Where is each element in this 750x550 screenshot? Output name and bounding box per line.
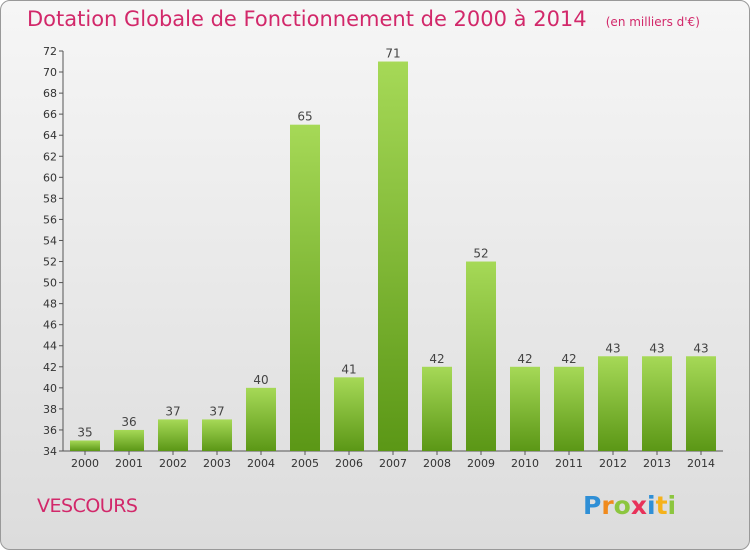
logo-letter: r — [601, 491, 614, 520]
data-label-2007: 71 — [385, 47, 400, 61]
data-label-2004: 40 — [253, 373, 268, 387]
y-tick-label: 62 — [43, 150, 57, 163]
chart-title: Dotation Globale de Fonctionnement de 20… — [27, 7, 587, 31]
x-tick-label: 2012 — [599, 457, 627, 470]
data-label-2014: 43 — [693, 341, 708, 355]
data-label-2000: 35 — [77, 425, 92, 439]
bars: 35 36 37 37 40 65 41 71 42 52 42 42 43 43 43 — [70, 47, 716, 452]
y-axis: 34 36 38 40 42 44 46 48 50 52 54 56 58 60 62 64 66 68 70 72 — [43, 45, 64, 458]
x-tick-label: 2010 — [511, 457, 539, 470]
x-tick-label: 2001 — [115, 457, 143, 470]
logo-letter: i — [667, 491, 677, 520]
y-tick-label: 58 — [43, 192, 57, 205]
y-tick-label: 36 — [43, 424, 57, 437]
bar-2002 — [158, 419, 188, 451]
logo-letter: x — [630, 491, 647, 520]
y-tick-label: 46 — [43, 319, 57, 332]
y-tick-label: 44 — [43, 340, 57, 353]
commune-name: VESCOURS — [37, 495, 138, 517]
bar-2003 — [202, 419, 232, 451]
y-tick-label: 34 — [43, 445, 57, 458]
x-tick-label: 2007 — [379, 457, 407, 470]
y-tick-label: 64 — [43, 129, 57, 142]
data-label-2001: 36 — [121, 415, 136, 429]
bar-2007 — [378, 61, 408, 452]
logo-letter: o — [613, 491, 631, 520]
logo-letter: t — [655, 491, 668, 520]
y-tick-label: 60 — [43, 171, 57, 184]
bar-2008 — [422, 366, 452, 451]
data-label-2009: 52 — [473, 247, 488, 261]
proxiti-logo: Proxiti — [583, 491, 676, 520]
bar-2000 — [70, 440, 100, 451]
x-tick-label: 2004 — [247, 457, 275, 470]
y-tick-label: 50 — [43, 277, 57, 290]
data-label-2006: 41 — [341, 362, 356, 376]
y-tick-label: 48 — [43, 298, 57, 311]
x-tick-label: 2005 — [291, 457, 319, 470]
x-axis: 2000 2001 2002 2003 2004 2005 2006 2007 2008 2009… — [63, 450, 723, 470]
bar-2010 — [510, 366, 540, 451]
x-tick-label: 2011 — [555, 457, 583, 470]
bar-2001 — [114, 429, 144, 451]
y-tick-label: 72 — [43, 45, 57, 58]
data-label-2002: 37 — [165, 404, 180, 418]
x-tick-label: 2014 — [687, 457, 715, 470]
y-tick-label: 56 — [43, 213, 57, 226]
y-tick-label: 38 — [43, 403, 57, 416]
logo-letter: i — [647, 491, 656, 520]
title-row: Dotation Globale de Fonctionnement de 20… — [27, 7, 700, 31]
data-label-2003: 37 — [209, 404, 224, 418]
bar-2013 — [642, 356, 672, 451]
logo-letter: P — [583, 491, 602, 520]
bar-2012 — [598, 356, 628, 451]
y-tick-label: 70 — [43, 66, 57, 79]
bar-2006 — [334, 377, 364, 451]
x-tick-label: 2009 — [467, 457, 495, 470]
bar-2009 — [466, 261, 496, 451]
y-tick-label: 54 — [43, 234, 57, 247]
y-tick-label: 40 — [43, 382, 57, 395]
data-label-2005: 65 — [297, 110, 312, 124]
x-tick-label: 2013 — [643, 457, 671, 470]
data-label-2012: 43 — [605, 341, 620, 355]
x-tick-label: 2006 — [335, 457, 363, 470]
chart-subtitle: (en milliers d'€) — [605, 15, 700, 29]
data-label-2010: 42 — [517, 352, 532, 366]
y-tick-label: 52 — [43, 256, 57, 269]
data-label-2011: 42 — [561, 352, 576, 366]
y-tick-label: 42 — [43, 361, 57, 374]
x-tick-label: 2000 — [71, 457, 99, 470]
x-tick-label: 2002 — [159, 457, 187, 470]
bar-2005 — [290, 124, 320, 452]
bar-2004 — [246, 387, 276, 451]
bar-2011 — [554, 366, 584, 451]
data-label-2013: 43 — [649, 341, 664, 355]
y-tick-label: 68 — [43, 87, 57, 100]
bar-2014 — [686, 356, 716, 451]
x-tick-label: 2008 — [423, 457, 451, 470]
data-label-2008: 42 — [429, 352, 444, 366]
x-tick-label: 2003 — [203, 457, 231, 470]
y-tick-label: 66 — [43, 108, 57, 121]
